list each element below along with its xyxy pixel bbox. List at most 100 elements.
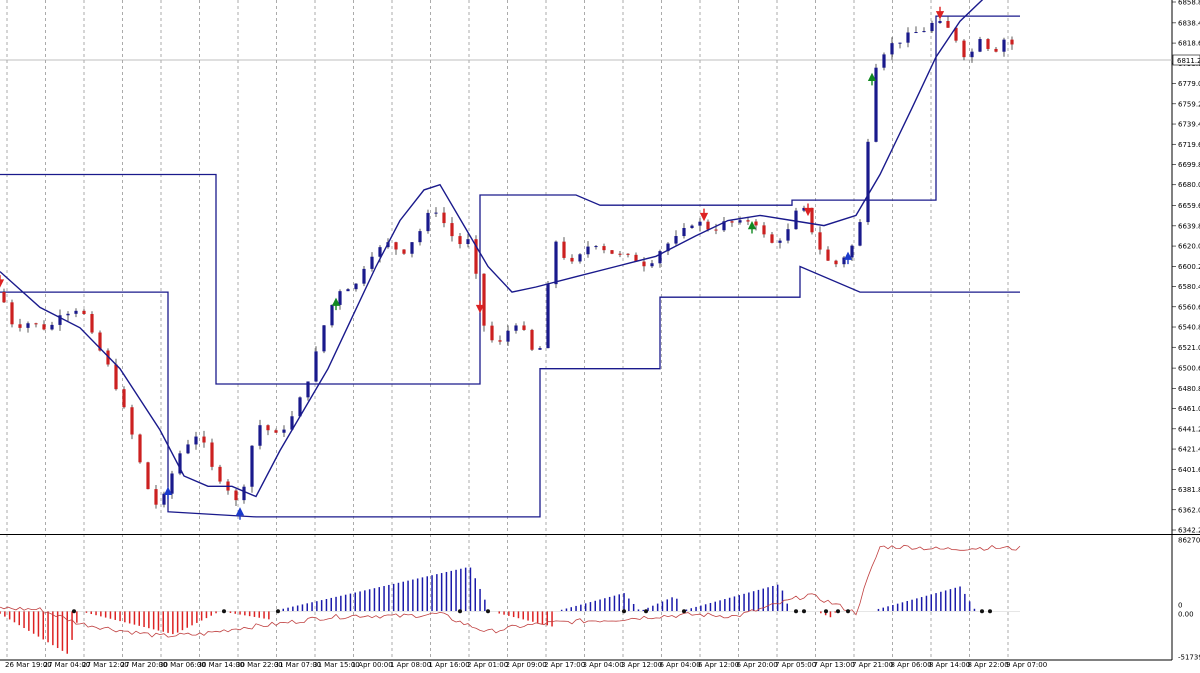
candle-body bbox=[162, 493, 166, 505]
signal-arrow-up bbox=[867, 72, 877, 86]
candle-body bbox=[458, 236, 462, 245]
price-label: 6858.80 bbox=[1178, 0, 1200, 7]
candle-body bbox=[930, 22, 934, 32]
candle-body bbox=[258, 425, 262, 446]
candle-body bbox=[202, 436, 206, 443]
price-label: 6680.00 bbox=[1178, 181, 1200, 189]
candle-body bbox=[74, 310, 78, 314]
candle-body bbox=[850, 245, 854, 258]
price-label: 6480.80 bbox=[1178, 385, 1200, 393]
candle-body bbox=[306, 381, 310, 398]
candle-body bbox=[674, 236, 678, 244]
histogram-bar bbox=[589, 602, 592, 612]
histogram-bar bbox=[61, 611, 64, 651]
histogram-bar bbox=[128, 611, 131, 624]
candle-body bbox=[210, 442, 214, 467]
candle-body bbox=[354, 283, 358, 290]
signal-arrow-up bbox=[843, 251, 853, 265]
indicator-axis-labels: 86270 00.00 -51739 bbox=[1178, 537, 1200, 662]
histogram-bar bbox=[0, 611, 1, 614]
candle-body bbox=[914, 32, 918, 34]
histogram-bar bbox=[52, 611, 54, 646]
histogram-bar bbox=[42, 611, 44, 640]
histogram-bar bbox=[498, 611, 500, 614]
histogram-bar bbox=[656, 603, 659, 612]
histogram-bar bbox=[479, 588, 481, 612]
histogram-bar bbox=[330, 597, 332, 612]
histogram-bar bbox=[152, 611, 155, 630]
candle-body bbox=[146, 462, 150, 490]
candle-body bbox=[82, 310, 86, 315]
histogram-bar bbox=[200, 611, 203, 621]
histogram-bar bbox=[877, 608, 880, 612]
candle-body bbox=[330, 304, 334, 326]
price-label: 6600.20 bbox=[1178, 263, 1200, 271]
candle-body bbox=[770, 234, 774, 243]
signal-arrow-down bbox=[699, 208, 709, 222]
indicator-label: 0 bbox=[1178, 602, 1182, 610]
candle-body bbox=[138, 434, 142, 463]
time-label: 27 Mar 12:00 bbox=[82, 661, 129, 669]
candle-body bbox=[658, 251, 662, 264]
candle-body bbox=[666, 243, 670, 252]
histogram-bar bbox=[402, 581, 404, 612]
signal-dot bbox=[988, 609, 992, 614]
candle-body bbox=[954, 27, 958, 41]
indicator-label: -51739 bbox=[1178, 654, 1200, 662]
candle-body bbox=[890, 43, 894, 55]
signal-arrow-down bbox=[475, 300, 485, 314]
time-label: 2 Apr 01:00 bbox=[467, 661, 508, 669]
candle-body bbox=[874, 67, 878, 142]
price-label: 6362.00 bbox=[1178, 506, 1200, 514]
histogram-bar bbox=[666, 599, 668, 612]
price-label: 6540.80 bbox=[1178, 324, 1200, 332]
histogram-bar bbox=[623, 593, 625, 612]
time-label: 3 Apr 04:00 bbox=[583, 661, 624, 669]
time-label: 26 Mar 19:00 bbox=[5, 661, 52, 669]
candle-body bbox=[338, 291, 342, 305]
time-label: 7 Apr 05:00 bbox=[775, 661, 816, 669]
histogram-bar bbox=[613, 595, 616, 612]
candle-body bbox=[594, 246, 598, 248]
candle-body bbox=[482, 273, 486, 326]
histogram-bar bbox=[37, 611, 40, 637]
signal-arrow-down bbox=[0, 275, 5, 288]
histogram-bar bbox=[724, 599, 726, 612]
histogram-bar bbox=[661, 601, 664, 612]
histogram-bar bbox=[8, 611, 11, 620]
signal-dot bbox=[458, 609, 462, 614]
histogram-bar bbox=[124, 611, 126, 623]
candle-body bbox=[394, 242, 398, 250]
histogram-bar bbox=[167, 611, 169, 633]
signal-line bbox=[0, 544, 1021, 638]
candle-body bbox=[66, 313, 70, 316]
histogram-bar bbox=[959, 586, 961, 612]
histogram-bar bbox=[700, 605, 702, 612]
histogram-bar bbox=[551, 611, 553, 627]
histogram-bar bbox=[570, 607, 572, 612]
histogram-bar bbox=[28, 611, 30, 631]
histogram-bar bbox=[546, 611, 548, 626]
indicator-signal-line bbox=[0, 544, 1021, 638]
candle-body bbox=[778, 240, 782, 243]
candle-body bbox=[506, 330, 510, 342]
histogram-bar bbox=[109, 611, 112, 619]
candle-body bbox=[290, 416, 294, 430]
candle-body bbox=[522, 325, 526, 330]
histogram-bar bbox=[316, 601, 318, 612]
histogram-bar bbox=[392, 583, 395, 612]
candle-body bbox=[634, 254, 638, 262]
histogram-bar bbox=[23, 611, 25, 629]
histogram-bar bbox=[292, 606, 294, 612]
histogram-bar bbox=[239, 611, 241, 615]
histogram-bar bbox=[824, 611, 827, 616]
price-label: 6461.00 bbox=[1178, 405, 1200, 413]
moving-average bbox=[0, 0, 984, 498]
time-label: 31 Mar 15:00 bbox=[313, 661, 360, 669]
candle-body bbox=[362, 268, 366, 284]
histogram-bar bbox=[205, 611, 208, 619]
histogram-bar bbox=[440, 573, 443, 612]
histogram-bar bbox=[911, 599, 913, 612]
candle-body bbox=[2, 292, 6, 303]
